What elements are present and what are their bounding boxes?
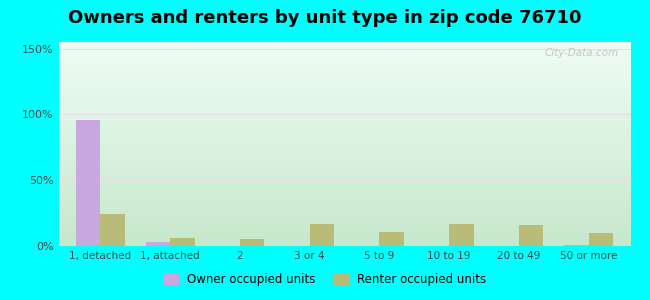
Bar — [589, 233, 613, 246]
Bar — [449, 224, 474, 246]
Bar — [146, 242, 170, 246]
Bar — [240, 239, 265, 246]
Bar — [564, 245, 589, 246]
Legend: Owner occupied units, Renter occupied units: Owner occupied units, Renter occupied un… — [159, 269, 491, 291]
Bar — [309, 224, 334, 246]
Text: Owners and renters by unit type in zip code 76710: Owners and renters by unit type in zip c… — [68, 9, 582, 27]
Text: City-Data.com: City-Data.com — [545, 48, 619, 58]
Bar — [380, 232, 404, 246]
Bar — [170, 238, 194, 246]
Bar — [76, 120, 100, 246]
Bar — [100, 214, 125, 246]
Bar — [519, 225, 543, 246]
